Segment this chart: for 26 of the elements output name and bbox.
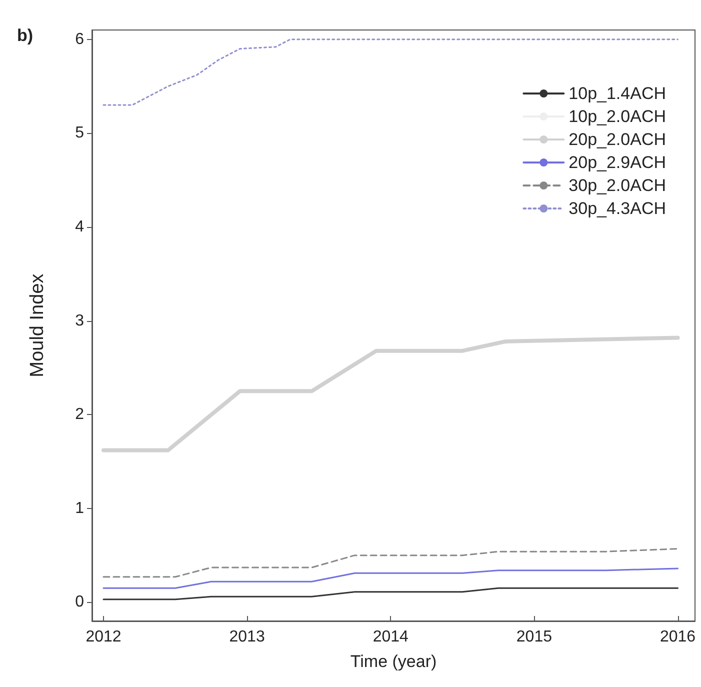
y-axis-title: Mould Index — [27, 273, 48, 378]
line-series — [102, 548, 679, 578]
line-series — [102, 568, 679, 589]
chart-title: b) — [17, 26, 34, 45]
x-tick-label: 2012 — [86, 628, 122, 646]
line-series — [102, 38, 679, 106]
legend-label: 10p_1.4ACH — [568, 84, 666, 103]
x-axis-title: Time (year) — [350, 652, 437, 671]
legend-label: 20p_2.9ACH — [568, 153, 666, 172]
y-tick-label: 0 — [75, 594, 84, 611]
line-series — [101, 336, 680, 452]
legend-label: 20p_2.0ACH — [568, 130, 666, 149]
y-tick-label: 6 — [75, 30, 84, 48]
x-tick-label: 2013 — [229, 628, 265, 646]
legend-label: 30p_2.0ACH — [568, 176, 666, 195]
legend-label: 10p_2.0ACH — [568, 107, 666, 126]
y-tick-label: 5 — [75, 124, 84, 142]
y-tick-label: 2 — [75, 406, 84, 424]
y-tick-label: 4 — [75, 218, 84, 236]
y-tick-label: 3 — [75, 312, 84, 330]
line-series — [102, 587, 679, 600]
x-tick-label: 2015 — [516, 628, 552, 646]
legend-label: 30p_4.3ACH — [568, 199, 666, 218]
x-tick-label: 2016 — [660, 628, 696, 646]
x-tick-label: 2014 — [372, 628, 409, 646]
y-tick-label: 1 — [75, 500, 84, 517]
